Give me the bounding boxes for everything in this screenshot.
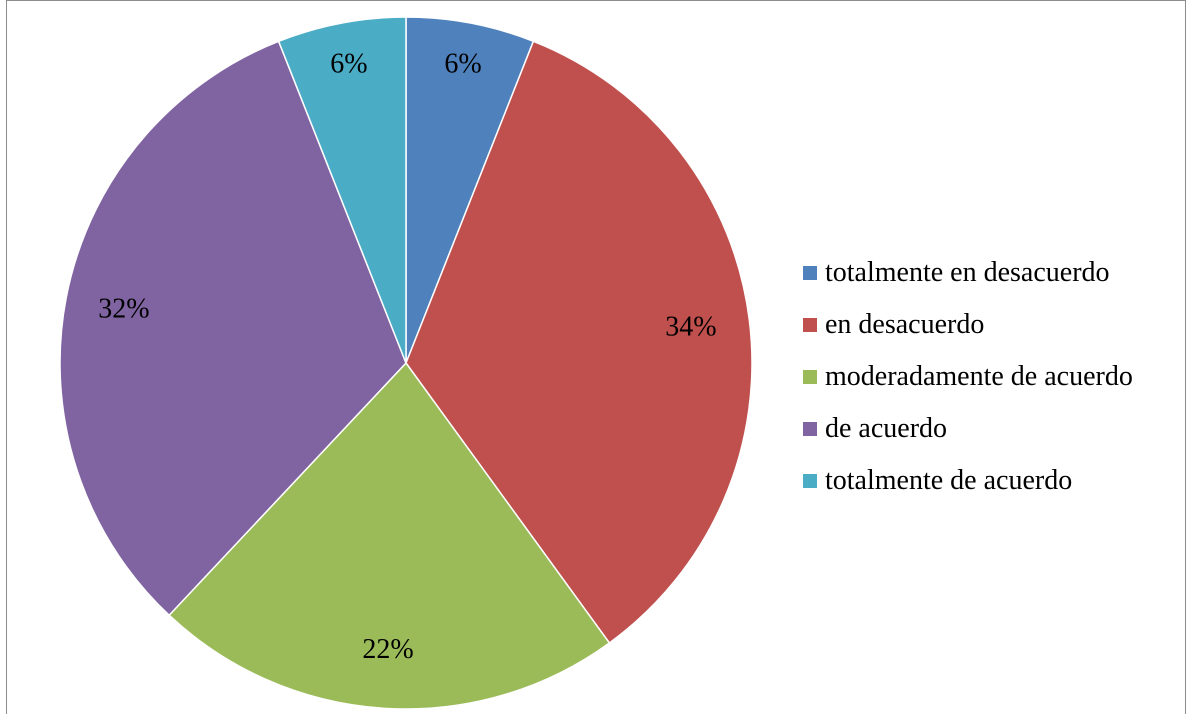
pie-slice-en-desacuerdo <box>405 40 753 644</box>
slice-percent-label: 22% <box>362 634 413 665</box>
pie-slice-totalmente-en-desacuerdo <box>405 16 535 364</box>
legend-swatch <box>803 370 817 384</box>
legend: totalmente en desacuerdo en desacuerdo m… <box>803 247 1133 507</box>
pie-labels: 6% 34% 22% 32% 6% <box>98 48 716 665</box>
legend-item-moderadamente-de-acuerdo: moderadamente de acuerdo <box>803 351 1133 403</box>
slice-percent-label: 32% <box>98 294 149 325</box>
legend-item-totalmente-en-desacuerdo: totalmente en desacuerdo <box>803 247 1133 299</box>
slice-percent-label: 6% <box>330 48 367 79</box>
legend-item-en-desacuerdo: en desacuerdo <box>803 299 1133 351</box>
chart-frame: 6% 34% 22% 32% 6% totalmente en desacuerdo e… <box>6 0 1186 714</box>
legend-swatch <box>803 474 817 488</box>
pie-slice-totalmente-de-acuerdo <box>277 16 407 364</box>
legend-item-de-acuerdo: de acuerdo <box>803 403 1133 455</box>
legend-label: moderadamente de acuerdo <box>825 361 1133 392</box>
legend-swatch <box>803 266 817 280</box>
pie-chart: 6% 34% 22% 32% 6% <box>59 16 753 710</box>
legend-item-totalmente-de-acuerdo: totalmente de acuerdo <box>803 455 1133 507</box>
legend-label: totalmente de acuerdo <box>825 465 1073 496</box>
legend-label: totalmente en desacuerdo <box>825 257 1110 288</box>
legend-label: en desacuerdo <box>825 309 985 340</box>
slice-percent-label: 6% <box>444 48 481 79</box>
legend-swatch <box>803 422 817 436</box>
legend-swatch <box>803 318 817 332</box>
legend-label: de acuerdo <box>825 413 948 444</box>
pie-slice-moderadamente-de-acuerdo <box>168 361 611 710</box>
pie-slice-de-acuerdo <box>59 40 407 617</box>
pie-slices <box>59 16 753 710</box>
slice-percent-label: 34% <box>665 312 716 343</box>
